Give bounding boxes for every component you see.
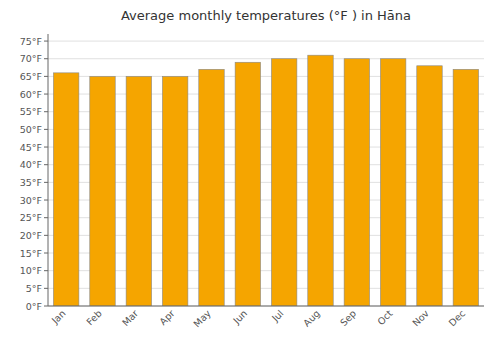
y-tick-label: 65°F xyxy=(20,71,42,82)
x-tick-label: Apr xyxy=(157,308,176,327)
x-tick-label: Aug xyxy=(301,308,322,329)
y-tick-label: 5°F xyxy=(26,283,42,294)
x-tick-label: Mar xyxy=(120,308,141,329)
y-tick xyxy=(44,111,48,112)
x-tick-label: Dec xyxy=(446,308,467,329)
y-tick xyxy=(44,253,48,254)
bar xyxy=(308,55,333,306)
y-tick xyxy=(44,288,48,289)
y-tick xyxy=(44,217,48,218)
y-tick-label: 15°F xyxy=(20,248,42,259)
bars xyxy=(53,55,478,306)
bar xyxy=(53,73,78,306)
bar xyxy=(380,59,405,306)
y-tick-label: 20°F xyxy=(20,230,42,241)
y-tick-label: 50°F xyxy=(20,124,42,135)
title: Average monthly temperatures (°F ) in Hā… xyxy=(121,8,411,23)
y-tick xyxy=(44,306,48,307)
x-axis: Jan Feb Mar Apr May Jun Jul Aug Sep Oct Nov Dec xyxy=(48,306,484,329)
x-tick-label: Feb xyxy=(84,308,104,328)
x-tick-label: May xyxy=(191,307,213,329)
y-tick-label: 30°F xyxy=(20,195,42,206)
x-tick-label: Nov xyxy=(410,307,431,328)
y-tick xyxy=(44,76,48,77)
y-tick xyxy=(44,235,48,236)
grid-line xyxy=(48,41,484,42)
x-tick-label: Oct xyxy=(375,307,395,327)
grid-line xyxy=(48,306,484,307)
x-axis-line xyxy=(48,306,484,307)
y-tick xyxy=(44,147,48,148)
chart: Average monthly temperatures (°F ) in Hā… xyxy=(0,0,500,350)
y-axis: 0°F 5°F 10°F 15°F 20°F 25°F 30°F 35°F 40°F 45°F 50… xyxy=(20,34,48,312)
y-tick-label: 75°F xyxy=(20,36,42,47)
bar xyxy=(344,59,369,306)
bar xyxy=(199,69,224,306)
bar xyxy=(126,76,151,306)
y-tick-label: 10°F xyxy=(20,265,42,276)
y-tick xyxy=(44,200,48,201)
y-tick xyxy=(44,270,48,271)
y-tick-label: 25°F xyxy=(20,212,42,223)
bar xyxy=(271,59,296,306)
y-tick xyxy=(44,41,48,42)
y-tick-label: 55°F xyxy=(20,106,42,117)
bar xyxy=(90,76,115,306)
bar xyxy=(235,62,260,306)
y-tick xyxy=(44,182,48,183)
x-tick-label: Jun xyxy=(230,308,249,327)
y-tick xyxy=(44,129,48,130)
y-axis-line xyxy=(48,34,49,306)
bar xyxy=(453,69,478,306)
y-tick xyxy=(44,94,48,95)
y-tick-label: 45°F xyxy=(20,142,42,153)
chart-container: Average monthly temperatures (°F ) in Hā… xyxy=(0,0,500,350)
x-tick-label: Jan xyxy=(49,308,68,327)
y-tick-label: 0°F xyxy=(26,301,42,312)
y-tick xyxy=(44,164,48,165)
y-tick-label: 60°F xyxy=(20,89,42,100)
x-tick-label: Jul xyxy=(269,308,286,325)
bar xyxy=(162,76,187,306)
bar xyxy=(417,66,442,306)
x-tick-label: Sep xyxy=(338,308,358,328)
y-tick-label: 40°F xyxy=(20,159,42,170)
grid xyxy=(48,41,484,306)
y-tick-label: 70°F xyxy=(20,53,42,64)
y-tick xyxy=(44,58,48,59)
grid-line xyxy=(48,58,484,59)
y-tick-label: 35°F xyxy=(20,177,42,188)
